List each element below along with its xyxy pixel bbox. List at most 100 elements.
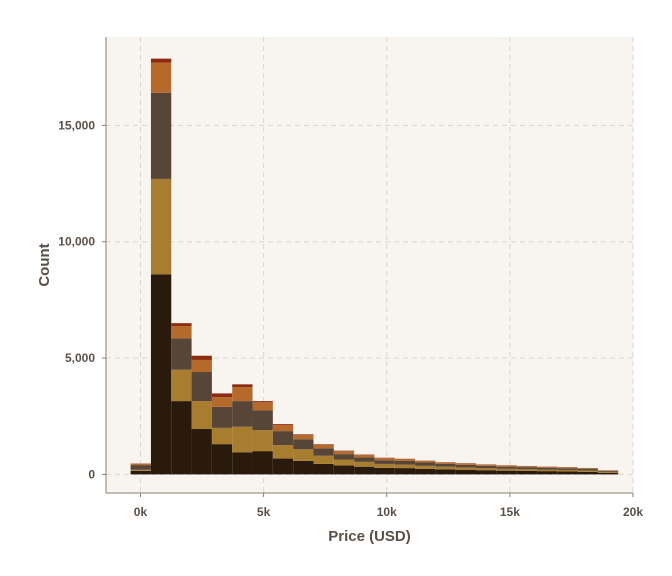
- bar-segment-2: [374, 463, 395, 468]
- bar-segment-2: [130, 469, 151, 471]
- bar-segment-1: [130, 470, 151, 475]
- y-tick-label: 15,000: [58, 118, 95, 132]
- bar-segment-4: [354, 455, 375, 458]
- bar-segment-4: [557, 467, 578, 469]
- x-axis-ticks: 0k 5k 10k 15k 20k: [134, 493, 643, 519]
- bar-segment-4: [577, 468, 598, 470]
- bar-segment-1: [232, 452, 253, 475]
- bar-segment-1: [415, 468, 436, 475]
- bar-segment-4: [333, 451, 355, 455]
- gridlines: [106, 37, 634, 493]
- x-tick-label: 0k: [134, 505, 148, 519]
- bar-segment-3: [333, 454, 355, 460]
- bar-segment-5: [232, 384, 253, 388]
- bar-segment-4: [374, 458, 395, 461]
- bar-segment-4: [232, 387, 253, 402]
- bar-segment-2: [476, 468, 497, 471]
- bar-segment-5: [150, 58, 172, 63]
- bar-segment-4: [272, 425, 294, 432]
- bar-segment-2: [536, 469, 558, 472]
- bar-segment-3: [150, 92, 172, 179]
- bar-segment-5: [293, 434, 314, 436]
- bar-segment-2: [252, 430, 273, 452]
- bar-segment-3: [516, 467, 537, 470]
- bar-segment-3: [130, 465, 151, 470]
- bar-segment-3: [597, 470, 619, 472]
- bar-segment-5: [171, 323, 192, 327]
- bar-segment-2: [211, 427, 233, 445]
- bar-segment-3: [232, 401, 253, 427]
- bar-segment-4: [150, 62, 172, 93]
- bar-segment-3: [577, 469, 598, 471]
- x-tick-label: 15k: [500, 505, 520, 519]
- bar-segment-3: [557, 468, 578, 470]
- bar-segment-4: [211, 397, 233, 407]
- bar-segment-3: [394, 460, 416, 465]
- bar-segment-1: [516, 470, 537, 475]
- bar-segment-1: [211, 444, 233, 475]
- bar-segment-2: [272, 445, 294, 459]
- bar-segment-2: [333, 459, 355, 466]
- bar-segment-5: [313, 444, 334, 445]
- bar-segment-4: [394, 459, 416, 461]
- bar-segment-4: [130, 463, 151, 466]
- bar-segment-2: [496, 468, 517, 471]
- y-axis-ticks: 0 5,000 10,000 15,000: [58, 118, 106, 481]
- bar-segment-4: [293, 435, 314, 440]
- bar-segment-3: [191, 372, 212, 402]
- bar-segment-4: [476, 464, 497, 466]
- bar-segment-1: [394, 468, 416, 475]
- y-tick-label: 5,000: [65, 351, 95, 365]
- bar-segment-1: [272, 458, 294, 475]
- bar-segment-2: [232, 426, 253, 453]
- bar-segment-4: [313, 444, 334, 449]
- bar-segment-1: [435, 469, 456, 475]
- x-tick-label: 5k: [257, 505, 271, 519]
- bar-segment-3: [476, 465, 497, 469]
- bar-segment-3: [272, 431, 294, 446]
- bar-segment-2: [516, 469, 537, 471]
- bar-segment-4: [496, 465, 517, 467]
- y-tick-label: 10,000: [58, 235, 95, 249]
- bar-segment-3: [496, 466, 517, 469]
- bar-segment-2: [435, 466, 456, 470]
- bar-segment-1: [557, 471, 578, 475]
- bar-segment-3: [252, 410, 273, 431]
- bar-segment-2: [171, 369, 192, 402]
- bar-segment-3: [171, 338, 192, 370]
- bar-segment-1: [374, 467, 395, 475]
- bar-segment-1: [252, 451, 273, 475]
- bar-segment-1: [597, 472, 619, 475]
- bar-segment-1: [536, 471, 558, 475]
- bar-segment-1: [496, 470, 517, 475]
- bar-segment-3: [313, 448, 334, 456]
- bar-segment-4: [415, 460, 436, 463]
- bar-segment-5: [211, 393, 233, 398]
- bar-segment-2: [394, 464, 416, 469]
- bar-segment-2: [354, 461, 375, 467]
- bar-segment-3: [354, 457, 375, 462]
- bar-segment-3: [415, 462, 436, 466]
- y-tick-label: 0: [88, 467, 95, 481]
- x-tick-label: 10k: [377, 505, 397, 519]
- bar-segment-1: [150, 274, 172, 475]
- bar-segment-1: [333, 465, 355, 475]
- y-axis-title: Count: [36, 243, 53, 286]
- bar-segment-5: [252, 401, 273, 403]
- bar-segment-4: [252, 402, 273, 411]
- bar-segment-5: [191, 355, 212, 360]
- bar-segment-3: [293, 439, 314, 450]
- bar-segment-1: [476, 470, 497, 475]
- bar-segment-1: [354, 466, 375, 475]
- bar-segment-3: [536, 467, 558, 470]
- bar-segment-2: [557, 469, 578, 472]
- bar-segment-3: [374, 460, 395, 464]
- bar-segment-2: [191, 401, 212, 430]
- bar-segment-4: [536, 466, 558, 468]
- bar-segment-2: [577, 470, 598, 472]
- bar-segment-1: [293, 460, 314, 475]
- bar-segment-3: [455, 464, 477, 468]
- bar-segment-4: [171, 326, 192, 339]
- bar-segment-2: [293, 449, 314, 461]
